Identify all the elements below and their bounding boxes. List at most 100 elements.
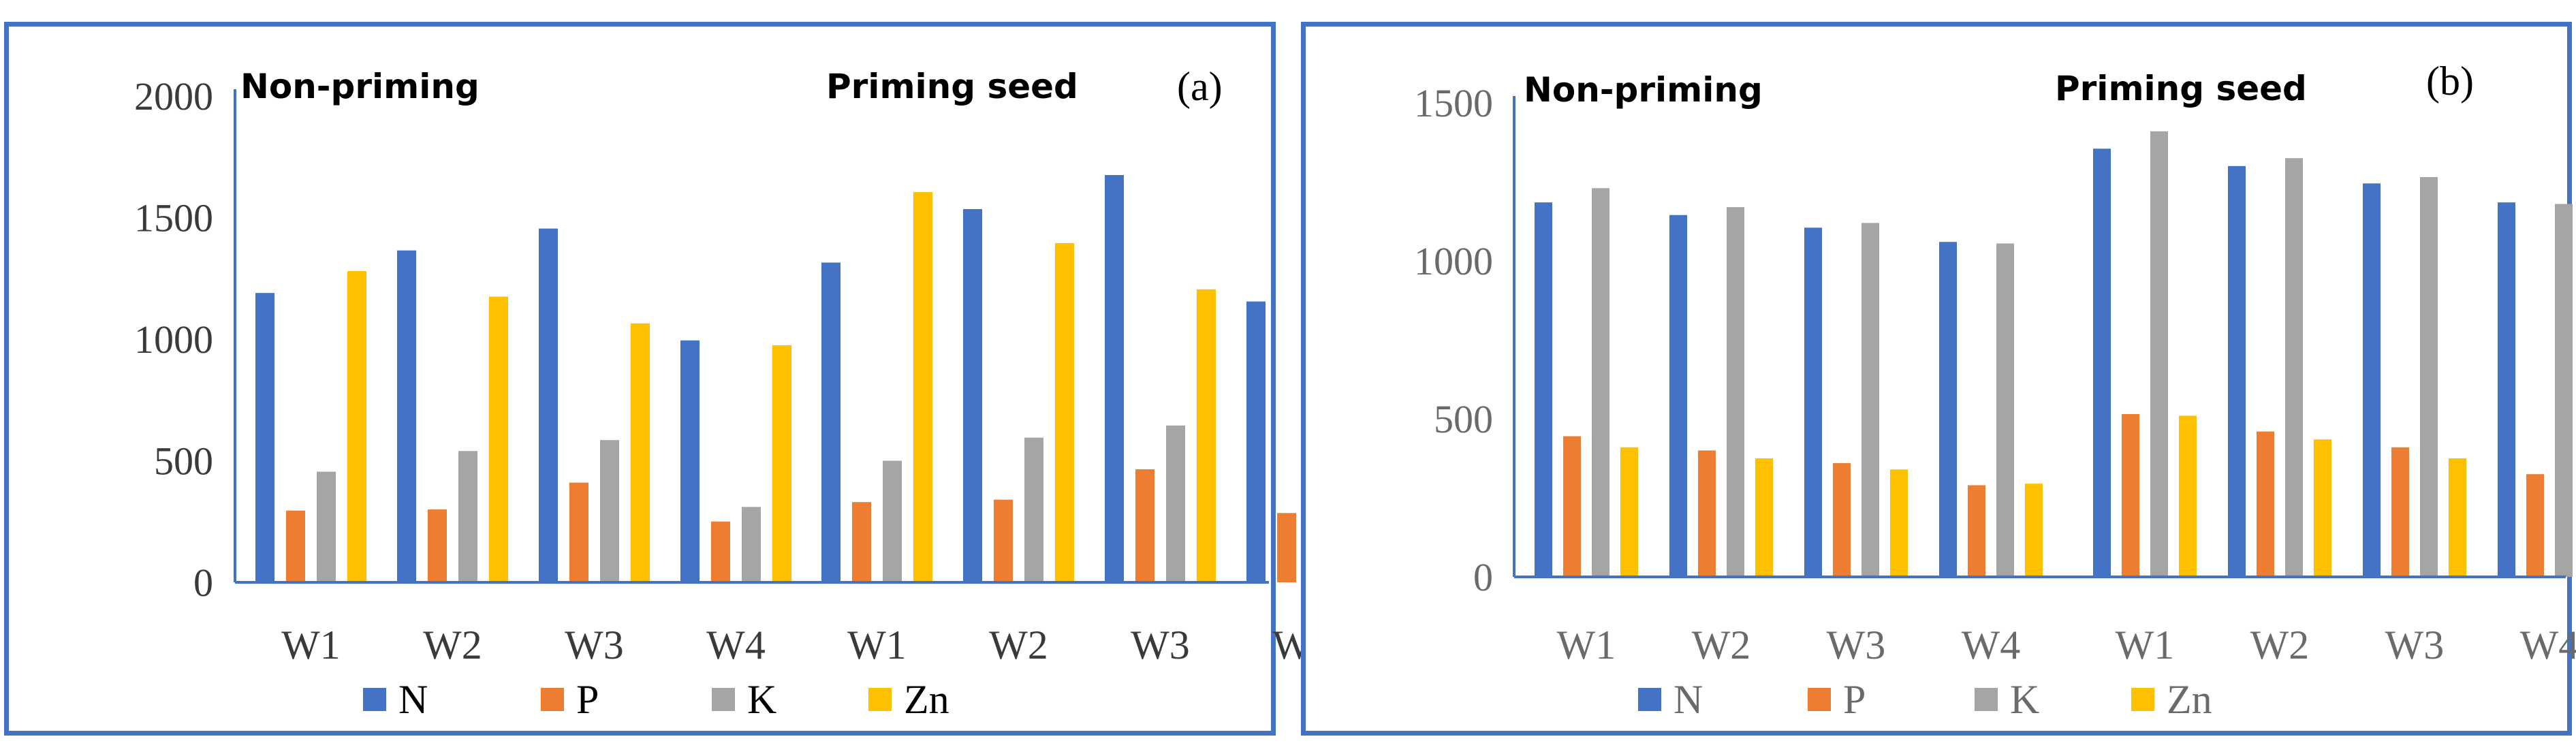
bar-p-non-priming-w2 xyxy=(1698,450,1716,577)
x-tick-label: W1 xyxy=(1557,623,1616,667)
bar-zn-non-priming-w2 xyxy=(489,296,508,582)
bar-zn-priming-w3 xyxy=(2449,458,2466,577)
bar-k-priming-w1 xyxy=(2150,131,2168,577)
bar-zn-non-priming-w3 xyxy=(1890,469,1908,577)
x-tick-label: W2 xyxy=(1692,623,1751,667)
x-tick-label: W4 xyxy=(2520,623,2576,667)
legend-label-zn: Zn xyxy=(2167,677,2212,722)
legend-swatch-zn xyxy=(868,688,892,711)
bar-k-non-priming-w2 xyxy=(458,451,477,582)
bar-k-priming-w2 xyxy=(1024,437,1043,582)
group-label-priming-seed: Priming seed xyxy=(826,67,1078,106)
y-tick-label: 1000 xyxy=(1414,239,1493,283)
legend-swatch-k xyxy=(712,688,735,711)
bar-zn-priming-w2 xyxy=(2314,439,2331,577)
x-tick-label: W1 xyxy=(281,623,341,667)
legend-swatch-k xyxy=(1975,688,1998,711)
bar-p-non-priming-w4 xyxy=(1968,485,1985,577)
bar-k-priming-w3 xyxy=(2420,177,2438,577)
bar-n-priming-w1 xyxy=(821,262,841,582)
bar-n-non-priming-w3 xyxy=(1804,227,1822,577)
y-tick-label: 1500 xyxy=(1414,81,1493,125)
y-tick-label: 500 xyxy=(1434,397,1493,441)
bar-p-non-priming-w3 xyxy=(1833,462,1851,577)
x-tick-label: W1 xyxy=(847,623,907,667)
bar-zn-non-priming-w2 xyxy=(1755,458,1773,577)
legend-swatch-zn xyxy=(2131,688,2154,711)
legend-swatch-n xyxy=(363,688,386,711)
y-tick-label: 1000 xyxy=(134,317,213,362)
legend-label-p: P xyxy=(576,677,599,722)
x-tick-label: W2 xyxy=(2250,623,2310,667)
bar-p-priming-w1 xyxy=(2122,414,2139,577)
bar-k-non-priming-w1 xyxy=(1592,188,1609,577)
panel-label-a: (a) xyxy=(1177,64,1223,109)
y-tick-label: 500 xyxy=(154,439,213,484)
bar-p-priming-w2 xyxy=(2257,431,2274,577)
bar-zn-non-priming-w3 xyxy=(631,323,650,582)
bar-zn-non-priming-w1 xyxy=(1620,447,1638,577)
group-label-priming-seed: Priming seed xyxy=(2055,69,2307,108)
bar-zn-priming-w1 xyxy=(2179,415,2197,577)
bar-p-priming-w2 xyxy=(994,499,1013,582)
bar-n-priming-w2 xyxy=(963,209,982,582)
x-tick-label: W2 xyxy=(989,623,1048,667)
y-tick-label: 0 xyxy=(193,561,213,605)
x-tick-label: W2 xyxy=(423,623,482,667)
bar-k-non-priming-w3 xyxy=(600,440,619,582)
bar-p-non-priming-w3 xyxy=(569,482,588,582)
chart-b-svg: 0 500 1000 1500 W1 W2 W3 W4 W1 W2 W3 W4 N P K Zn Non-… xyxy=(1414,59,2576,722)
legend-swatch-p xyxy=(1808,688,1831,711)
x-tick-label: W1 xyxy=(2116,623,2175,667)
legend-label-k: K xyxy=(2010,677,2039,722)
x-tick-label: W3 xyxy=(1827,623,1886,667)
bar-n-non-priming-w4 xyxy=(1939,242,1957,577)
chart-panel-b: 0 500 1000 1500 W1 W2 W3 W4 W1 W2 W3 W4 N P K Zn Non-… xyxy=(1301,22,2576,736)
x-tick-label: W3 xyxy=(1131,623,1190,667)
bar-k-non-priming-w1 xyxy=(317,471,336,582)
legend-label-k: K xyxy=(747,677,776,722)
legend-label-n: N xyxy=(398,677,428,722)
bar-p-priming-w1 xyxy=(852,502,871,582)
bar-n-non-priming-w1 xyxy=(255,293,274,582)
x-tick-label: W3 xyxy=(565,623,624,667)
bar-n-priming-w3 xyxy=(2363,183,2381,577)
legend-label-n: N xyxy=(1674,677,1703,722)
bar-n-non-priming-w1 xyxy=(1535,202,1552,577)
bar-k-non-priming-w3 xyxy=(1862,223,1879,577)
bar-k-priming-w3 xyxy=(1166,425,1185,582)
bar-p-priming-w4 xyxy=(1277,513,1296,582)
panel-label-b: (b) xyxy=(2426,59,2474,104)
bar-k-priming-w1 xyxy=(883,460,902,582)
bar-p-non-priming-w1 xyxy=(1563,436,1581,577)
bar-n-priming-w3 xyxy=(1105,175,1124,582)
bar-k-non-priming-w4 xyxy=(742,507,761,582)
bar-p-non-priming-w2 xyxy=(428,509,447,582)
bar-p-priming-w3 xyxy=(2391,447,2409,577)
bar-k-non-priming-w2 xyxy=(1727,207,1744,577)
group-label-non-priming: Non-priming xyxy=(240,67,480,106)
bar-n-non-priming-w3 xyxy=(539,228,558,582)
y-tick-label: 2000 xyxy=(134,74,213,119)
bar-n-priming-w2 xyxy=(2228,166,2246,578)
bar-n-non-priming-w2 xyxy=(397,250,416,582)
bar-n-priming-w4 xyxy=(2498,202,2515,577)
y-tick-label: 0 xyxy=(1473,555,1493,599)
legend-label-zn: Zn xyxy=(904,677,949,722)
bar-zn-priming-w1 xyxy=(913,192,932,582)
bar-p-priming-w4 xyxy=(2526,474,2544,577)
bar-n-non-priming-w4 xyxy=(680,340,700,582)
bar-zn-non-priming-w4 xyxy=(2025,484,2043,577)
bar-p-non-priming-w1 xyxy=(286,510,305,582)
x-tick-label: W4 xyxy=(706,623,766,667)
bar-k-priming-w4 xyxy=(2555,204,2573,578)
bar-zn-priming-w3 xyxy=(1197,289,1216,582)
bar-k-non-priming-w4 xyxy=(1996,243,2014,577)
y-tick-label: 1500 xyxy=(134,196,213,240)
bar-zn-non-priming-w4 xyxy=(772,345,791,582)
x-tick-label: W3 xyxy=(2385,623,2445,667)
bar-p-priming-w3 xyxy=(1135,469,1155,582)
bar-k-priming-w2 xyxy=(2285,158,2303,577)
legend-label-p: P xyxy=(1843,677,1866,722)
